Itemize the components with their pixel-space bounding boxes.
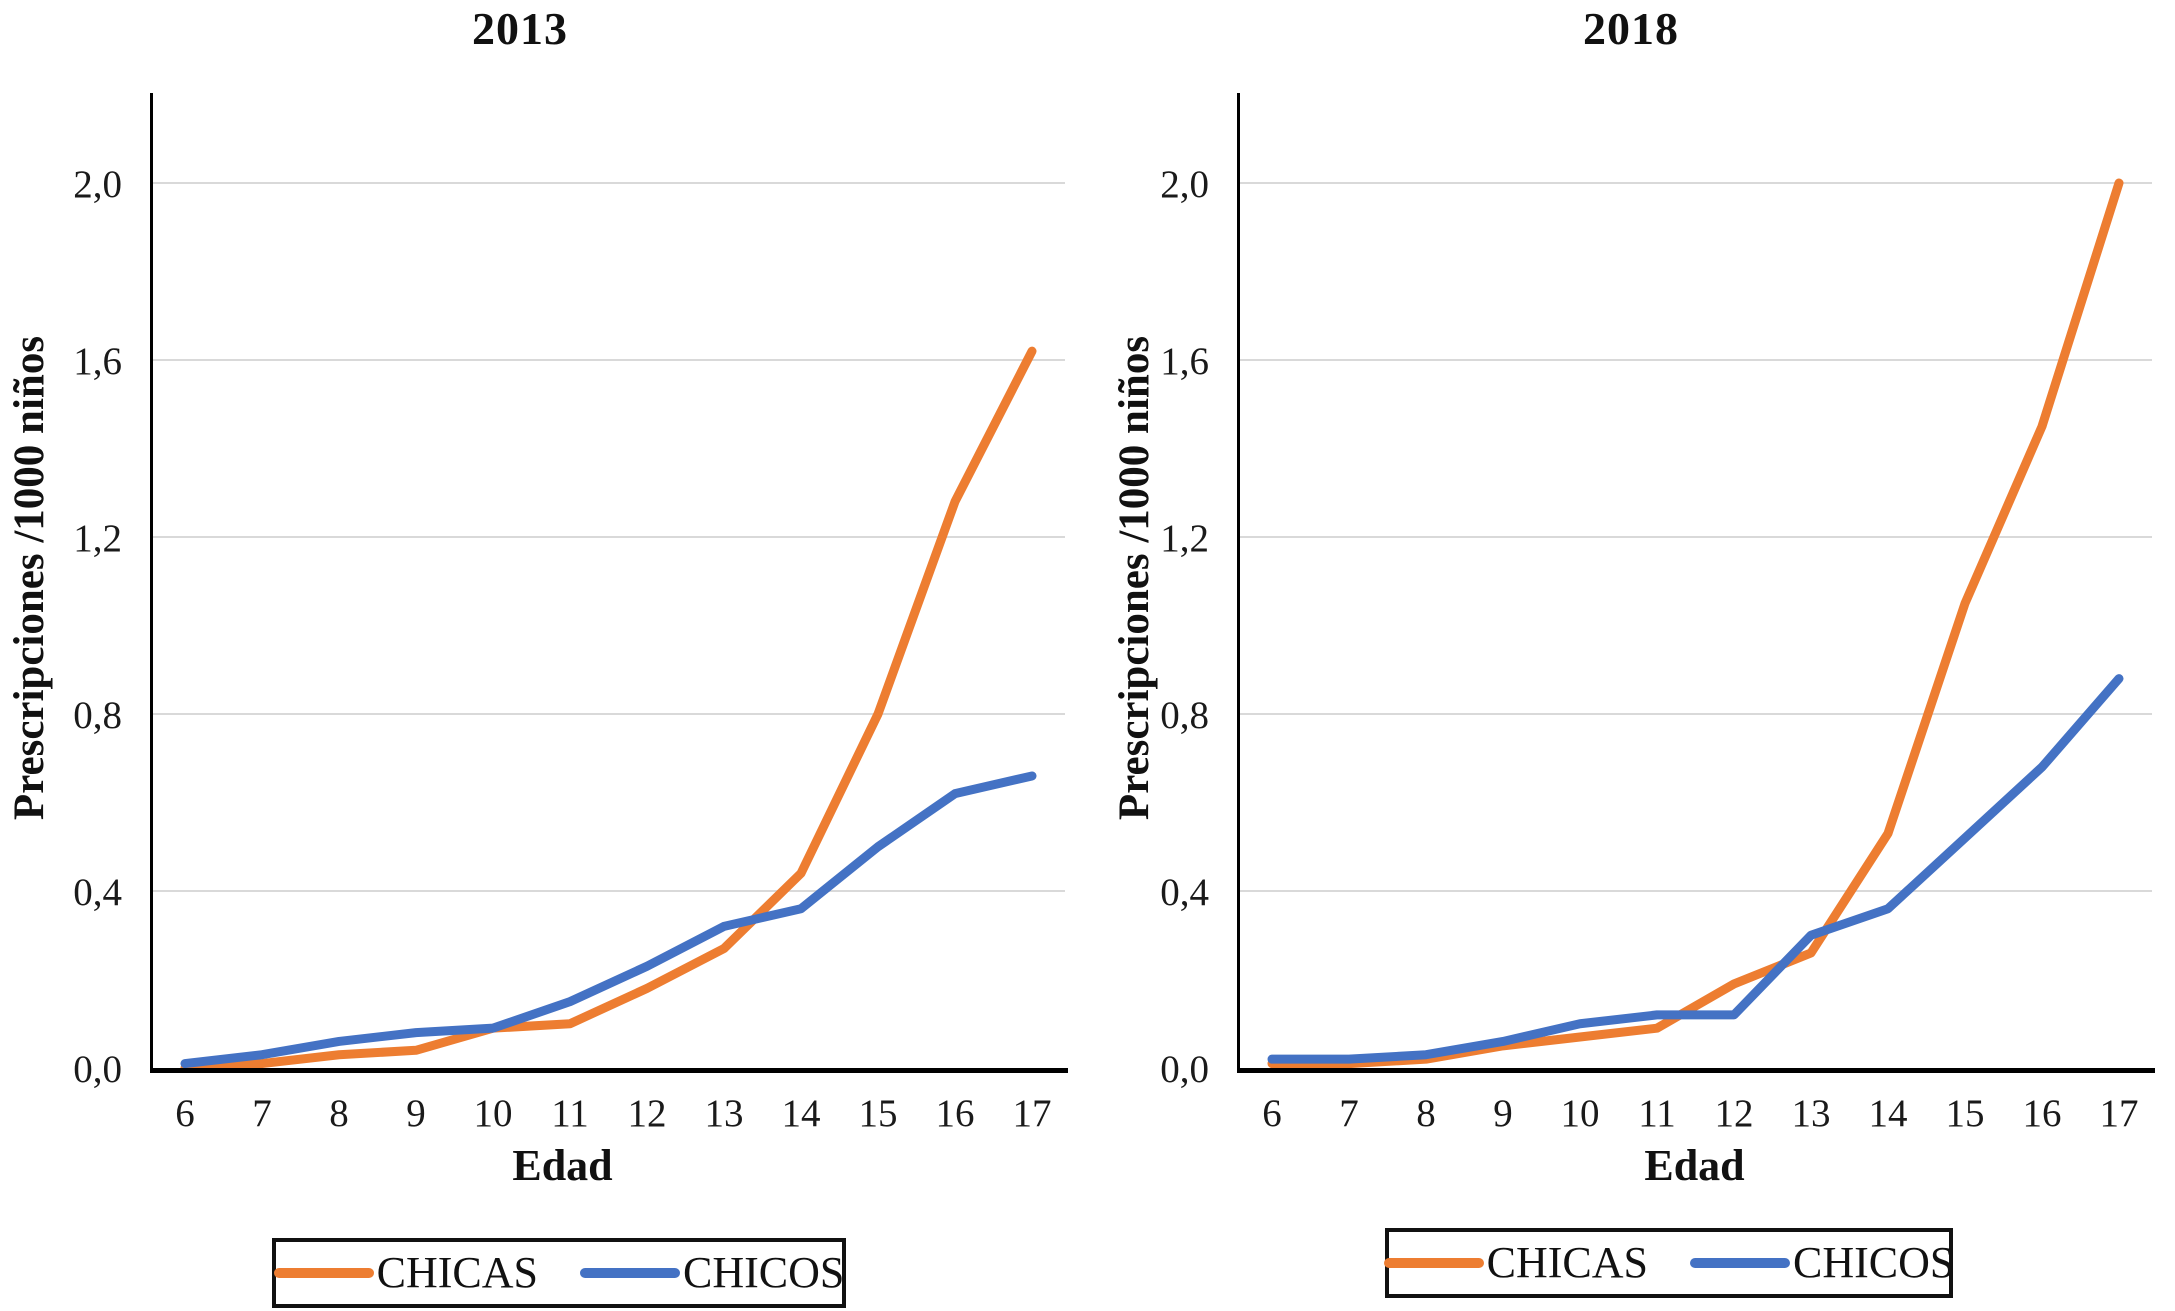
x-tick-label: 13 [705,1092,744,1135]
legend-item-chicas: CHICAS [1383,1238,1648,1287]
chart-title-2018: 2018 [1583,3,1679,54]
y-tick-label: 0,8 [1160,694,1209,737]
x-tick-label: 17 [2100,1092,2139,1135]
chart-title-2013: 2013 [472,3,568,54]
y-tick-label: 1,2 [1160,517,1209,560]
x-tick-label: 8 [329,1092,349,1135]
legend-label-chicas: CHICAS [1486,1238,1648,1287]
x-axis-title-2018: Edad [1644,1141,1745,1190]
x-tick-label: 6 [1262,1092,1282,1135]
x-tick-label: 16 [936,1092,975,1135]
legend-item-chicas: CHICAS [273,1248,538,1297]
legend-2013: CHICAS CHICOS [272,1238,846,1308]
x-tick-label: 9 [406,1092,426,1135]
x-tick-label: 11 [551,1092,589,1135]
chicas-line-swatch [273,1268,374,1278]
y-tick-label: 0,4 [73,871,122,914]
x-tick-label: 6 [175,1092,195,1135]
y-tick-label: 0,0 [1160,1048,1209,1091]
y-tick-label: 2,0 [73,163,122,206]
y-tick-label: 0,4 [1160,871,1209,914]
chicas-series-line [1267,178,2124,1069]
x-tick-label: 7 [252,1092,272,1135]
x-tick-label: 12 [1715,1092,1754,1135]
y-tick-label: 1,6 [1160,340,1209,383]
y-tick-label: 0,8 [73,694,122,737]
y-tick-label: 1,2 [73,517,122,560]
legend-item-chicos: CHICOS [580,1251,844,1295]
x-tick-label: 17 [1013,1092,1052,1135]
x-tick-label: 9 [1493,1092,1513,1135]
plot-area-2013: 0,0 0,4 0,8 1,2 1,6 2,0 6 7 8 9 10 11 12 13 14 15 16 17 [73,93,1068,1135]
x-tick-label: 8 [1416,1092,1436,1135]
legend-label-chicas: CHICAS [376,1248,538,1297]
x-tick-label: 13 [1792,1092,1831,1135]
chicos-series-line [180,771,1037,1069]
legend-item-chicos: CHICOS [1690,1241,1954,1285]
chart-2018: 2018 Prescripciones /1000 niños 0,0 0,4 0,… [1087,0,2175,1311]
plot-area-2018: 0,0 0,4 0,8 1,2 1,6 2,0 6 7 8 9 10 11 12 13 14 15 16 17 [1160,93,2155,1135]
y-tick-label: 1,6 [73,340,122,383]
chart-2013: 2013 Prescripciones /1000 niños 0,0 0,4 0,… [6,3,1068,1308]
chicos-line-swatch [580,1268,680,1278]
x-tick-label: 7 [1339,1092,1359,1135]
x-tick-label: 10 [474,1092,513,1135]
x-tick-label: 14 [782,1092,821,1135]
x-tick-label: 10 [1561,1092,1600,1135]
x-axis-title-2013: Edad [512,1141,613,1190]
chicos-line-swatch [1690,1258,1790,1268]
y-tick-label: 2,0 [1160,163,1209,206]
x-tick-label: 15 [859,1092,898,1135]
legend-label-chicos: CHICOS [1793,1238,1955,1287]
chicas-line-swatch [1383,1258,1484,1268]
x-tick-label: 12 [628,1092,667,1135]
x-tick-label: 15 [1946,1092,1985,1135]
legend-2018: CHICAS CHICOS [1383,1228,1954,1298]
x-tick-label: 16 [2023,1092,2062,1135]
y-tick-label: 0,0 [73,1048,122,1091]
chicas-series-line [180,346,1037,1073]
legend-label-chicos: CHICOS [683,1248,845,1297]
x-tick-label: 11 [1638,1092,1676,1135]
x-tick-label: 14 [1869,1092,1908,1135]
chicos-series-line [1267,674,2124,1064]
